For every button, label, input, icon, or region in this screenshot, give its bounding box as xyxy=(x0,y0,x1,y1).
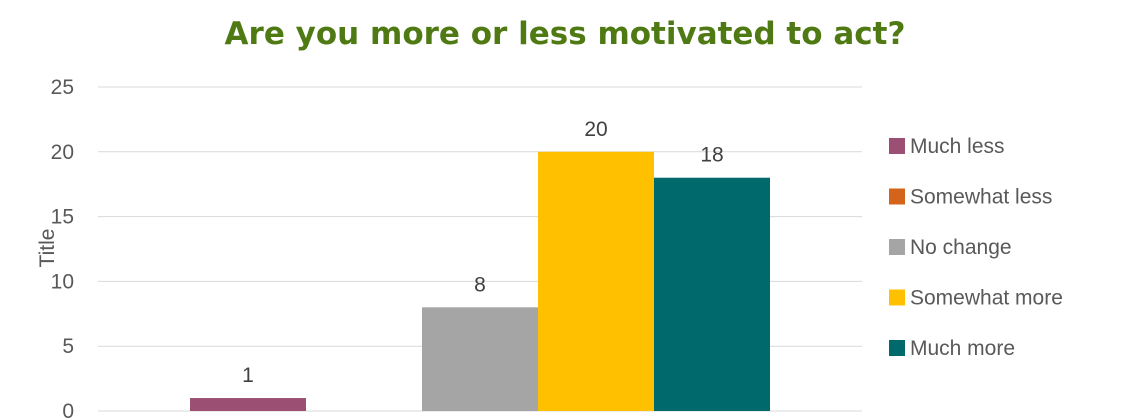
legend-label-2: No change xyxy=(910,236,1012,259)
y-tick-label-5: 5 xyxy=(62,335,74,358)
data-label-2: 8 xyxy=(474,273,486,296)
legend-swatch-4 xyxy=(889,340,905,356)
data-label-3: 20 xyxy=(584,118,607,141)
bar-0 xyxy=(190,398,306,411)
y-tick-label-15: 15 xyxy=(51,206,74,229)
legend-label-3: Somewhat more xyxy=(910,287,1063,310)
legend-swatch-0 xyxy=(889,138,905,154)
y-tick-label-10: 10 xyxy=(51,270,74,293)
bar-4 xyxy=(654,177,770,411)
legend-label-0: Much less xyxy=(910,135,1005,158)
legend: Much less Somewhat less No change Somewhat … xyxy=(889,135,1063,360)
bar-3 xyxy=(538,151,654,412)
y-tick-label-20: 20 xyxy=(51,141,74,164)
legend-swatch-3 xyxy=(889,289,905,306)
data-label-0: 1 xyxy=(242,364,254,387)
legend-swatch-2 xyxy=(889,239,905,255)
y-tick-label-25: 25 xyxy=(51,76,74,99)
bar-2 xyxy=(422,307,538,411)
chart-title: Are you more or less motivated to act? xyxy=(225,16,906,52)
y-axis-ticks: 0 5 10 15 20 25 xyxy=(51,76,74,420)
legend-swatch-1 xyxy=(889,188,905,205)
y-axis-label: Title xyxy=(36,229,59,268)
y-tick-label-0: 0 xyxy=(62,400,74,420)
legend-label-1: Somewhat less xyxy=(910,186,1052,209)
data-label-4: 18 xyxy=(700,144,723,167)
bars xyxy=(190,151,770,412)
legend-label-4: Much more xyxy=(910,337,1015,360)
